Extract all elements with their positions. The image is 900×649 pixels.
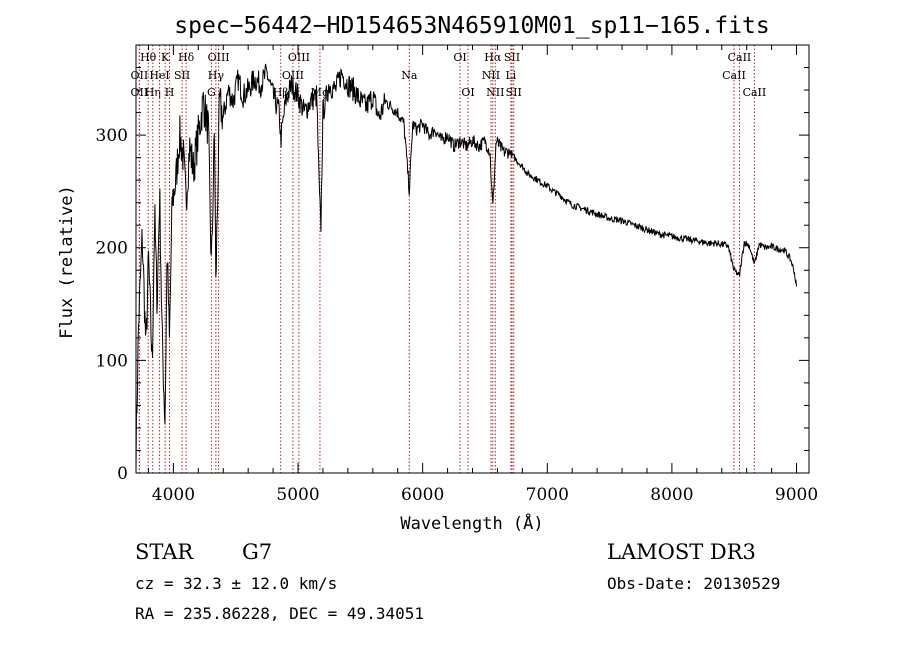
marker-label-13: OIII (282, 69, 304, 82)
marker-label-6: H (165, 86, 175, 99)
y-tick-label-300: 300 (96, 126, 128, 146)
cz-readout: cz = 32.3 ± 12.0 km/s (135, 574, 338, 593)
subclass-label: G7 (242, 540, 273, 564)
x-tick-label-6000: 6000 (401, 485, 444, 505)
flux-line (135, 63, 797, 474)
plot-frame (135, 44, 810, 474)
marker-label-23: NII (486, 86, 504, 99)
marker-label-5: K (161, 51, 170, 64)
obs-date-readout: Obs-Date: 20130529 (607, 574, 781, 593)
marker-label-16: Na (401, 69, 418, 82)
marker-label-26: CaII (722, 69, 746, 82)
y-tick-label-100: 100 (96, 351, 128, 371)
marker-label-14: Hβ (273, 86, 289, 99)
flux-series (135, 63, 797, 474)
x-axis-label: Wavelength (Å) (400, 512, 543, 534)
y-axis-label: Flux (relative) (57, 185, 77, 339)
marker-label-18: OI (461, 86, 474, 99)
marker-label-9: G (207, 86, 216, 99)
marker-label-10: OIII (208, 51, 230, 64)
marker-label-19: Hα (484, 51, 502, 64)
marker-label-27: CaII (743, 86, 767, 99)
axes: 4000 5000 6000 7000 8000 9000 0 100 200 300 (96, 44, 818, 505)
y-tick-label-200: 200 (96, 239, 128, 259)
y-tick-label-0: 0 (117, 464, 128, 484)
marker-label-1: OII (131, 69, 149, 82)
marker-label-24: SII (506, 86, 522, 99)
marker-label-22: Li (505, 69, 516, 82)
marker-label-3: Hη (145, 86, 161, 99)
chart-title: spec−56442−HD154653N465910M01_sp11−165.f… (174, 13, 769, 39)
marker-label-25: CaII (728, 51, 752, 64)
marker-label-17: OI (453, 51, 466, 64)
marker-label-0: Hθ (140, 51, 157, 64)
x-tick-label-9000: 9000 (775, 485, 818, 505)
marker-label-4: HeI (149, 69, 169, 82)
x-tick-label-5000: 5000 (276, 485, 319, 505)
marker-label-20: SII (504, 51, 520, 64)
marker-label-8: Hδ (178, 51, 195, 64)
x-tick-label-4000: 4000 (152, 485, 195, 505)
marker-label-2: OII (131, 86, 149, 99)
marker-label-12: OIII (288, 51, 310, 64)
marker-label-21: NII (482, 69, 500, 82)
radec-readout: RA = 235.86228, DEC = 49.34051 (135, 604, 424, 623)
marker-label-11: Hγ (208, 69, 225, 82)
star-type-label: STAR (135, 540, 194, 564)
survey-label: LAMOST DR3 (607, 540, 756, 564)
x-tick-label-8000: 8000 (650, 485, 693, 505)
marker-label-7: SII (174, 69, 190, 82)
x-tick-label-7000: 7000 (526, 485, 569, 505)
